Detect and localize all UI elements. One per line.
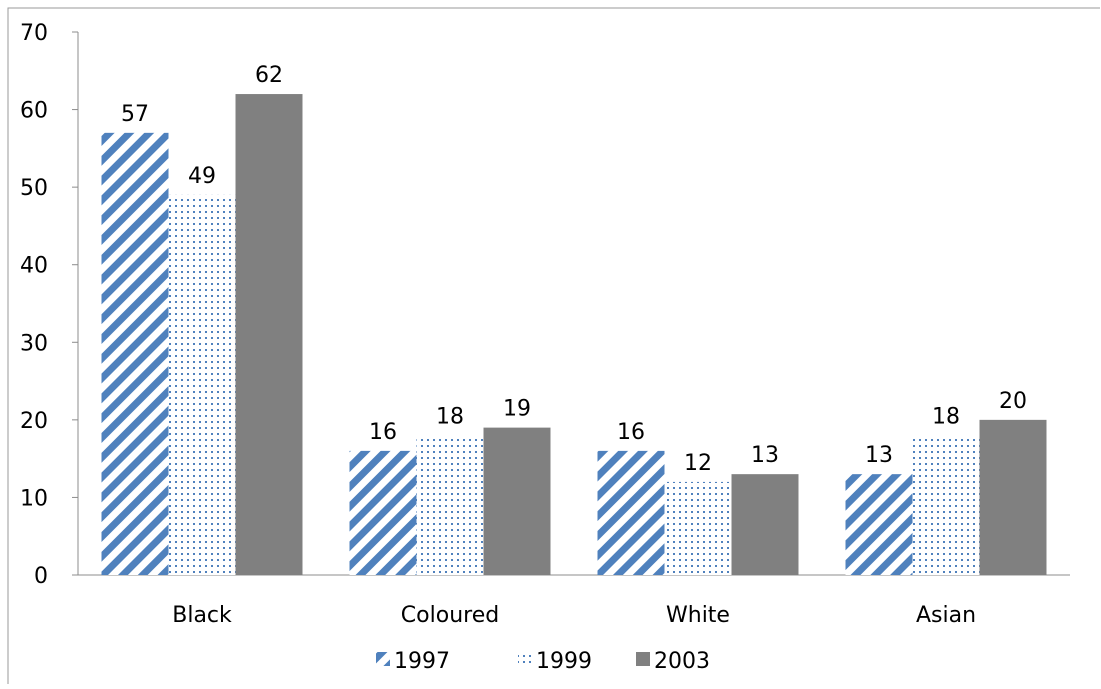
category-label-white: White — [666, 603, 730, 628]
y-tick-label: 20 — [20, 409, 48, 434]
data-label: 18 — [932, 404, 960, 429]
bar-1999-asian — [912, 435, 980, 575]
data-label: 13 — [865, 443, 893, 468]
bar-1997-asian — [845, 474, 913, 575]
legend-label-2003: 2003 — [654, 649, 710, 674]
category-label-asian: Asian — [916, 603, 976, 628]
legend-label-1997: 1997 — [394, 649, 450, 674]
y-tick-label: 40 — [20, 254, 48, 279]
data-label: 16 — [369, 420, 397, 445]
bar-1999-white — [664, 481, 732, 575]
legend-swatch-2003 — [636, 652, 650, 666]
data-label: 62 — [255, 63, 283, 88]
data-label: 19 — [503, 397, 531, 422]
y-tick-label: 0 — [34, 564, 48, 589]
legend-label-1999: 1999 — [536, 649, 592, 674]
y-tick-label: 30 — [20, 331, 48, 356]
data-label: 20 — [999, 389, 1027, 414]
chart-border — [7, 7, 1100, 684]
y-tick-label: 10 — [20, 486, 48, 511]
bar-1997-coloured — [349, 450, 417, 575]
bar-1997-black — [101, 132, 169, 576]
y-tick-label: 70 — [20, 21, 48, 46]
data-label: 49 — [188, 164, 216, 189]
data-label: 16 — [617, 420, 645, 445]
legend-swatch-1999 — [518, 652, 532, 666]
legend-swatch-1997 — [376, 652, 390, 666]
y-tick-label: 50 — [20, 176, 48, 201]
bar-1999-black — [168, 194, 236, 575]
bar-2003-black — [235, 94, 303, 576]
y-tick-label: 60 — [20, 99, 48, 124]
data-label: 12 — [684, 451, 712, 476]
bar-2003-white — [731, 474, 799, 575]
bar-1999-coloured — [416, 435, 484, 575]
data-label: 57 — [121, 102, 149, 127]
category-label-coloured: Coloured — [401, 603, 499, 628]
bar-2003-coloured — [483, 427, 551, 575]
category-label-black: Black — [172, 603, 232, 628]
bar-1997-white — [597, 450, 665, 575]
data-label: 13 — [751, 443, 779, 468]
data-label: 18 — [436, 404, 464, 429]
bar-2003-asian — [979, 419, 1047, 575]
